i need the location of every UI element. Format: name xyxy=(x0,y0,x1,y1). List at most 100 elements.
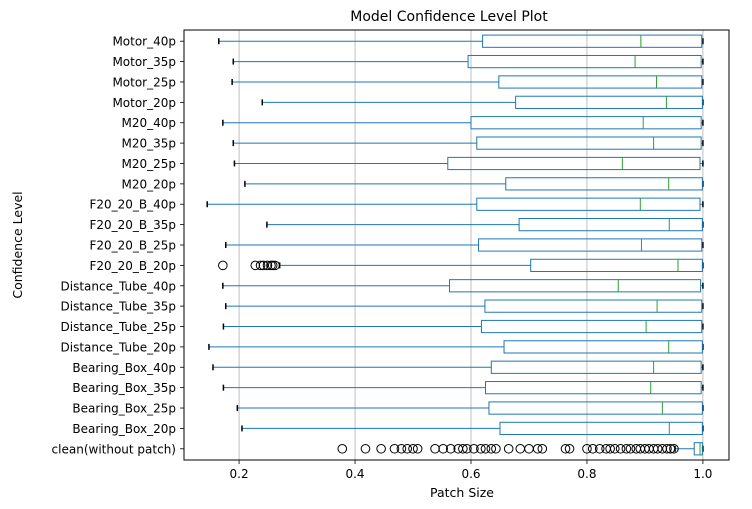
box-group xyxy=(224,238,704,252)
box-iqr xyxy=(447,156,701,171)
box-group xyxy=(222,116,704,130)
outlier-point xyxy=(445,443,456,454)
box-group xyxy=(218,34,704,48)
box-iqr xyxy=(498,75,703,89)
box-iqr xyxy=(484,381,702,395)
y-tick-label: Motor_20p xyxy=(112,96,176,110)
box-iqr xyxy=(449,279,702,293)
outlier-point xyxy=(402,443,413,454)
outlier-point xyxy=(515,443,526,454)
outlier-point xyxy=(609,443,620,454)
box-group xyxy=(212,360,704,374)
outlier-point xyxy=(270,260,280,271)
outlier-point xyxy=(582,443,592,454)
outlier-point xyxy=(462,443,472,454)
x-axis: 0.2 0.4 0.6 0.8 1.0 xyxy=(230,460,712,481)
box-iqr xyxy=(505,177,703,191)
box-group xyxy=(224,299,704,313)
y-tick-label: M20_40p xyxy=(121,116,176,130)
y-tick-label: F20_20_B_35p xyxy=(89,218,176,232)
outlier-point xyxy=(458,443,468,454)
box-group xyxy=(236,401,704,415)
outlier-point xyxy=(491,443,501,454)
x-axis-label: Patch Size xyxy=(430,485,494,500)
box-group xyxy=(232,54,704,69)
outlier-point xyxy=(486,443,497,454)
outlier-point xyxy=(250,260,261,271)
outlier-point xyxy=(430,443,440,454)
box-iqr xyxy=(482,34,703,48)
marks-layer xyxy=(206,34,704,456)
x-tick-label: 0.8 xyxy=(577,467,596,481)
box-group xyxy=(266,218,704,232)
box-iqr xyxy=(499,421,703,436)
y-tick-label: Bearing_Box_20p xyxy=(72,422,176,436)
outlier-point xyxy=(258,260,269,271)
box-group xyxy=(222,319,704,334)
box-iqr xyxy=(515,95,703,109)
outlier-point xyxy=(625,443,636,454)
outlier-point xyxy=(412,443,423,454)
box-iqr xyxy=(488,401,703,415)
box-iqr xyxy=(530,258,703,272)
box-iqr xyxy=(478,238,703,252)
box-iqr xyxy=(490,360,702,374)
outlier-point xyxy=(652,443,663,454)
y-tick-label: Distance_Tube_25p xyxy=(61,320,176,334)
outlier-point xyxy=(408,443,418,454)
y-tick-label: M20_25p xyxy=(121,157,176,171)
box-iqr xyxy=(480,319,703,334)
outlier-point xyxy=(587,443,598,454)
outlier-point xyxy=(669,443,679,454)
outlier-point xyxy=(537,443,548,454)
y-tick-label: F20_20_B_40p xyxy=(89,198,176,212)
box-iqr xyxy=(484,299,703,313)
box-group xyxy=(206,197,704,211)
box-group xyxy=(208,340,704,354)
y-tick-label: Bearing_Box_35p xyxy=(72,381,176,395)
y-tick-label: Bearing_Box_40p xyxy=(72,361,176,375)
y-axis: Motor_40p Motor_35p Motor_25p Motor_20p M20_… xyxy=(52,35,184,456)
y-tick-label: Motor_35p xyxy=(112,55,176,69)
y-tick-label: clean(without patch) xyxy=(52,442,176,456)
outlier-point xyxy=(337,443,348,454)
box-group xyxy=(261,95,704,109)
y-tick-label: F20_20_B_25p xyxy=(89,239,176,253)
box-group xyxy=(241,421,704,436)
outlier-point xyxy=(389,443,400,454)
outlier-point xyxy=(476,443,486,454)
outlier-point xyxy=(662,443,672,454)
box-iqr xyxy=(476,197,701,211)
outlier-point xyxy=(469,443,479,454)
y-tick-label: Motor_25p xyxy=(112,75,176,89)
box-group xyxy=(232,136,704,150)
outlier-point xyxy=(532,443,543,454)
outlier-point xyxy=(594,443,605,454)
y-tick-label: M20_35p xyxy=(121,137,176,151)
box-iqr xyxy=(503,340,703,354)
x-tick-label: 1.0 xyxy=(693,467,712,481)
y-tick-label: Bearing_Box_25p xyxy=(72,402,176,416)
outlier-point xyxy=(560,443,571,454)
y-tick-label: Motor_40p xyxy=(112,35,176,49)
outlier-point xyxy=(524,443,534,454)
outlier-point xyxy=(615,443,626,454)
x-tick-label: 0.6 xyxy=(461,467,480,481)
outlier-point xyxy=(665,443,676,454)
box-group xyxy=(231,75,704,89)
x-tick-label: 0.4 xyxy=(345,467,364,481)
y-tick-label: Distance_Tube_35p xyxy=(61,300,176,314)
outlier-point xyxy=(376,443,386,454)
box-group xyxy=(222,279,704,293)
outlier-point xyxy=(262,260,273,271)
outlier-point xyxy=(255,260,266,271)
box-iqr xyxy=(693,442,703,456)
y-axis-label: Confidence Level xyxy=(10,191,25,298)
chart-title: Model Confidence Level Plot xyxy=(350,9,548,25)
box-group xyxy=(222,381,704,395)
outlier-point xyxy=(480,443,491,454)
box-iqr xyxy=(470,116,702,130)
y-tick-label: Distance_Tube_20p xyxy=(61,340,176,354)
y-tick-label: Distance_Tube_40p xyxy=(61,279,176,293)
